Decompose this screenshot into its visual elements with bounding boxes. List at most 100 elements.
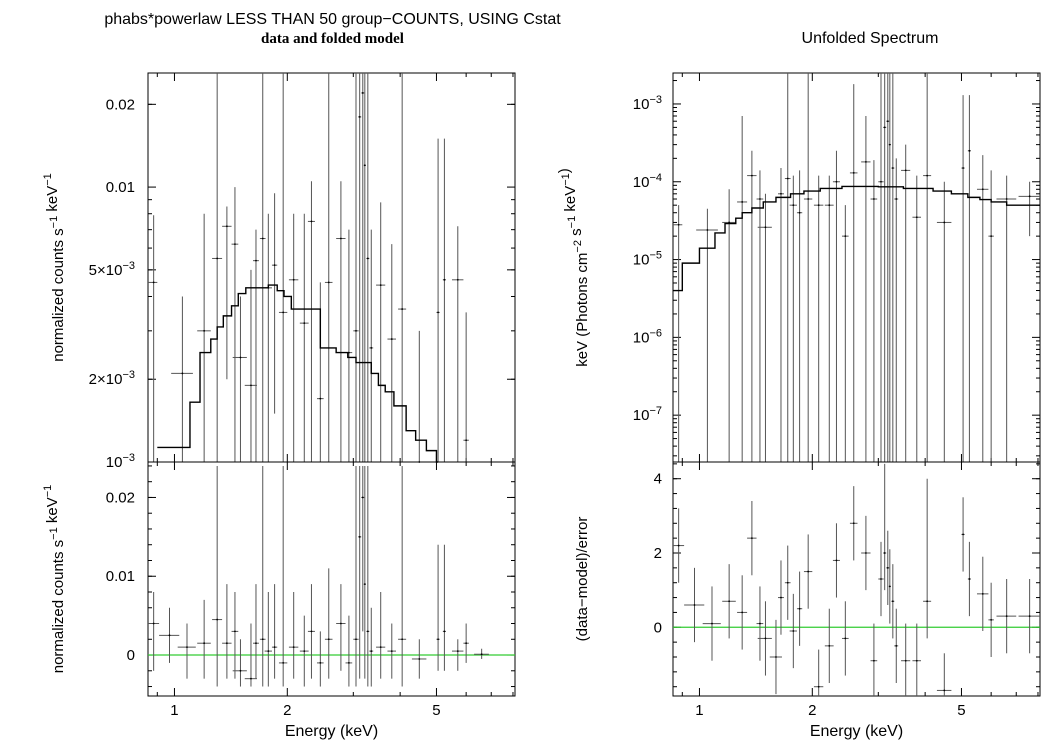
data-point: [967, 95, 971, 462]
data-point: [886, 530, 890, 605]
data-marker: [358, 116, 361, 118]
data-point: [232, 296, 247, 462]
data-point: [849, 486, 858, 561]
data-point: [796, 170, 803, 462]
data-point: [976, 556, 989, 631]
data-marker: [168, 634, 171, 637]
data-marker: [852, 522, 855, 525]
data-marker: [786, 177, 789, 180]
data-marker: [886, 566, 889, 569]
data-marker: [792, 204, 795, 207]
data-point: [756, 586, 764, 661]
data-point: [894, 158, 899, 462]
x-tick-label: 5: [432, 702, 440, 719]
data-point: [212, 73, 223, 462]
data-marker: [186, 646, 188, 649]
y-tick-label: 10−5: [633, 250, 662, 269]
data-marker: [741, 611, 744, 614]
data-marker: [1028, 195, 1031, 198]
data-marker: [880, 578, 882, 580]
data-marker: [962, 533, 964, 536]
data-point: [278, 465, 288, 687]
data-marker: [310, 220, 313, 223]
data-marker: [817, 685, 820, 688]
data-marker: [181, 372, 184, 375]
data-marker: [437, 311, 439, 314]
data-point: [870, 160, 878, 462]
data-marker: [267, 650, 270, 652]
data-marker: [401, 638, 404, 641]
data-marker: [401, 308, 404, 310]
data-marker: [750, 174, 753, 177]
data-marker: [828, 644, 831, 647]
data-marker: [327, 281, 330, 284]
data-marker: [443, 278, 446, 281]
data-marker: [904, 659, 907, 662]
data-point: [912, 175, 922, 462]
data-point: [336, 584, 346, 671]
data-marker: [880, 180, 882, 183]
x-tick-label: 2: [808, 702, 816, 719]
x-axis-label: Energy (keV): [810, 723, 903, 740]
data-point: [996, 579, 1017, 654]
y-tick-label: 4: [654, 471, 662, 488]
data-marker: [437, 638, 439, 641]
data-point: [361, 465, 365, 632]
data-marker: [152, 281, 155, 284]
data-point: [148, 215, 158, 462]
data-marker: [835, 559, 838, 562]
data-marker: [456, 650, 459, 652]
data-marker: [203, 329, 206, 332]
data-point: [398, 73, 407, 462]
data-point: [813, 175, 824, 462]
data-point: [784, 73, 791, 462]
data-point: [870, 623, 878, 696]
data-point: [324, 568, 333, 679]
data-marker: [844, 235, 847, 238]
y-tick-label: 10−7: [633, 405, 662, 424]
data-point: [861, 515, 871, 591]
data-point: [901, 623, 911, 696]
data-point: [366, 465, 370, 687]
data-point: [883, 463, 887, 591]
data-point: [673, 508, 685, 583]
data-point: [259, 465, 266, 687]
left-chart-title: phabs*powerlaw LESS THAN 50 group−COUNTS…: [104, 11, 561, 28]
data-point: [888, 549, 891, 624]
data-marker: [1005, 198, 1008, 200]
data-point: [1018, 181, 1040, 237]
data-marker: [370, 650, 373, 652]
data-point: [264, 592, 272, 687]
data-point: [769, 619, 782, 695]
data-point: [894, 608, 899, 683]
data-point: [197, 213, 211, 462]
data-marker: [250, 384, 252, 387]
data-point: [244, 623, 257, 687]
model-step-line: [157, 284, 439, 463]
data-marker: [366, 630, 369, 633]
data-marker: [1028, 615, 1031, 618]
data-marker: [780, 596, 782, 599]
data-point: [376, 202, 386, 462]
data-point: [756, 170, 764, 462]
data-point: [363, 465, 366, 679]
data-marker: [741, 201, 744, 203]
data-point: [891, 73, 895, 462]
data-marker: [370, 347, 373, 349]
data-point: [474, 648, 489, 659]
data-point: [197, 599, 211, 679]
y-tick-label: 0.01: [106, 568, 135, 585]
data-point: [264, 213, 272, 462]
data-marker: [728, 600, 731, 603]
x-axis-label: Energy (keV): [285, 723, 378, 740]
data-point: [436, 544, 440, 671]
data-point: [702, 586, 721, 661]
data-marker: [926, 600, 929, 603]
data-marker: [261, 638, 264, 641]
data-marker: [390, 338, 393, 340]
data-point: [923, 73, 932, 462]
data-point: [737, 575, 748, 650]
y-tick-label: 0: [654, 619, 662, 636]
data-point: [177, 623, 196, 679]
data-marker: [465, 642, 468, 645]
